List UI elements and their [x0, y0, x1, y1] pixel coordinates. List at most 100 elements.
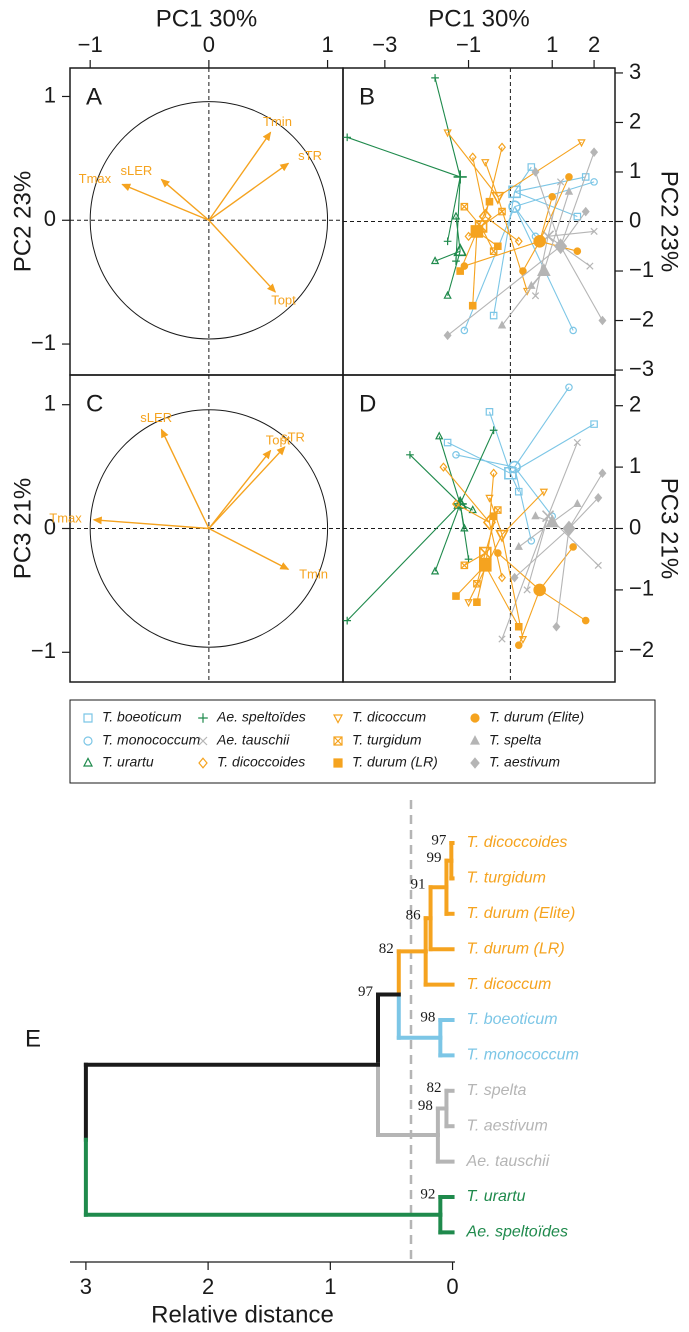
point — [430, 566, 440, 575]
legend-marker — [333, 758, 343, 768]
point — [514, 236, 523, 247]
star-line — [455, 503, 490, 523]
star-line — [501, 534, 524, 640]
point — [343, 616, 352, 625]
x-tick-label: 0 — [203, 32, 215, 57]
legend-marker — [198, 736, 208, 746]
point — [452, 451, 460, 459]
point — [581, 616, 590, 625]
y-axis-title: PC3 21% — [9, 478, 36, 579]
arrow-label: Tmax — [49, 510, 82, 525]
x-axis-title: PC1 30% — [156, 5, 257, 32]
y-tick-label: 3 — [629, 59, 641, 84]
point — [514, 622, 523, 631]
point — [539, 488, 549, 497]
star-line — [447, 251, 461, 296]
x-axis-title: Relative distance — [151, 1301, 334, 1328]
x-tick-label: −1 — [456, 32, 481, 57]
point — [473, 598, 481, 606]
point — [497, 320, 507, 329]
arrow-label: sLER — [121, 163, 153, 178]
point — [481, 159, 490, 168]
star-line — [551, 503, 578, 523]
arrow-label: Topt — [266, 433, 291, 448]
bootstrap-label: 97 — [431, 832, 447, 848]
panel-label: B — [359, 83, 375, 110]
loading-arrow — [160, 428, 210, 529]
panel-frame — [69, 67, 344, 376]
centroid — [554, 238, 568, 255]
arrow-label: Tmin — [263, 114, 292, 129]
star-line — [447, 442, 511, 474]
centroid — [453, 243, 467, 257]
point — [527, 280, 536, 289]
y-tick-label: 2 — [629, 108, 641, 133]
legend-label: T. boeoticum — [102, 709, 182, 725]
point — [460, 262, 469, 270]
point — [531, 167, 540, 177]
point — [494, 242, 502, 251]
centroid — [453, 170, 467, 184]
point — [460, 326, 469, 335]
y-tick-label: 1 — [44, 82, 56, 107]
legend-marker — [470, 713, 480, 723]
point — [573, 212, 582, 221]
point — [552, 621, 561, 632]
arrow-label: sLER — [140, 410, 172, 425]
x-axis-title: PC1 30% — [428, 5, 529, 32]
centroid — [504, 466, 517, 480]
y-axis-title: PC2 23% — [656, 171, 683, 272]
point — [590, 147, 599, 157]
star-line — [438, 436, 461, 505]
legend-label: T. durum (LR) — [352, 754, 438, 770]
star-line — [434, 77, 461, 178]
bootstrap-label: 86 — [406, 908, 422, 924]
legend-marker — [333, 714, 343, 724]
star-line — [560, 151, 595, 247]
point — [443, 129, 452, 138]
leaf-label: T. dicoccoides — [467, 834, 568, 851]
correlation-circle — [89, 409, 329, 648]
y-tick-label: −1 — [629, 576, 654, 601]
centroid — [545, 514, 560, 528]
loading-arrow — [121, 183, 210, 221]
centroid — [537, 262, 551, 276]
loading-arrow — [208, 219, 277, 293]
y-axis-title: PC2 23% — [9, 171, 36, 272]
star-line — [514, 466, 553, 517]
legend-marker — [83, 713, 93, 723]
point — [569, 543, 577, 551]
centroid — [453, 497, 467, 511]
point — [594, 493, 603, 503]
point — [573, 498, 582, 507]
centroid — [478, 559, 492, 572]
star-line — [497, 141, 582, 198]
star-line — [347, 136, 461, 178]
star-line — [539, 589, 587, 622]
bootstrap-label: 92 — [420, 1186, 435, 1202]
point — [468, 505, 477, 514]
point — [464, 599, 473, 608]
bootstrap-label: 98 — [420, 1009, 435, 1025]
point — [565, 173, 573, 181]
legend-marker — [198, 757, 208, 769]
point — [443, 290, 452, 299]
point — [581, 206, 590, 217]
y-tick-label: 2 — [629, 392, 641, 417]
point — [569, 326, 577, 335]
y-tick-label: 0 — [629, 207, 641, 232]
x-tick-label: 2 — [202, 1274, 214, 1299]
star-line — [484, 516, 495, 566]
point — [452, 592, 460, 600]
bootstrap-label: 91 — [411, 877, 426, 893]
bootstrap-label: 98 — [418, 1098, 433, 1114]
legend-marker — [470, 735, 480, 745]
x-tick-label: 1 — [324, 1274, 336, 1299]
point — [430, 256, 440, 265]
centroid — [562, 520, 576, 537]
star-line — [472, 157, 486, 217]
legend-marker — [333, 736, 343, 746]
x-tick-label: 2 — [588, 32, 600, 57]
